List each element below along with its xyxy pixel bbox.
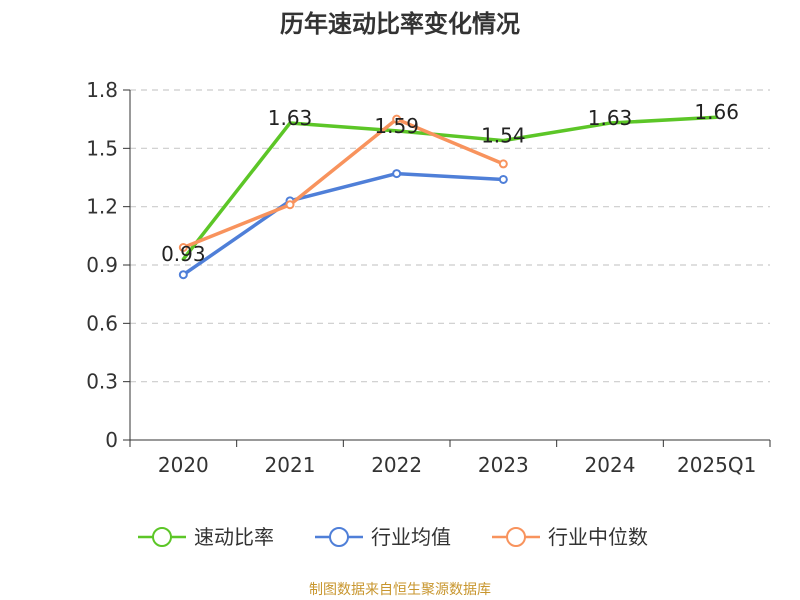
legend-label: 行业中位数 <box>548 525 648 549</box>
data-point <box>178 270 188 280</box>
legend-marker <box>506 527 526 547</box>
legend-label: 行业均值 <box>371 525 451 549</box>
data-label: 1.63 <box>588 106 633 130</box>
legend-label: 速动比率 <box>194 525 274 549</box>
grid <box>130 89 770 383</box>
axes: 0 0.3 0.6 0.9 1.2 1.5 1.8 2020 2021 2022 2023 2024 2… <box>86 78 771 477</box>
y-tick-label: 1.8 <box>86 78 118 102</box>
legend-item: 行业均值 <box>315 525 451 549</box>
y-tick-label: 1.5 <box>86 136 118 160</box>
data-label: 1.54 <box>481 124 526 148</box>
legend-marker <box>329 527 349 547</box>
y-tick-label: 1.2 <box>86 195 118 219</box>
data-label: 1.59 <box>374 114 419 138</box>
data-label: 1.63 <box>268 106 313 130</box>
data-point <box>392 114 402 124</box>
source-note: 制图数据来自恒生聚源数据库 <box>309 582 491 598</box>
data-point <box>392 169 402 179</box>
x-tick-label: 2020 <box>158 453 209 477</box>
legend: 速动比率 行业均值 行业中位数 <box>138 525 648 549</box>
data-point <box>498 159 508 169</box>
x-tick-label: 2024 <box>585 453 636 477</box>
plot-area <box>178 114 719 280</box>
data-label: 1.66 <box>694 100 739 124</box>
data-point <box>178 243 188 252</box>
series-line <box>181 171 506 277</box>
y-tick-label: 0.6 <box>86 311 118 335</box>
data-point <box>285 200 295 210</box>
legend-marker <box>152 527 172 547</box>
series-2 <box>178 114 508 252</box>
series-line <box>181 117 506 250</box>
data-labels: 0.93 1.63 1.59 1.54 1.63 1.66 <box>161 100 739 266</box>
series-line <box>181 115 719 261</box>
chart-title: 历年速动比率变化情况 <box>280 10 520 38</box>
x-tick-label: 2023 <box>478 453 529 477</box>
series-1 <box>178 169 508 280</box>
data-point <box>498 174 508 184</box>
legend-item: 速动比率 <box>138 525 274 549</box>
data-label: 0.93 <box>161 242 206 266</box>
legend-item: 行业中位数 <box>492 525 648 549</box>
y-tick-label: 0 <box>105 428 118 452</box>
x-tick-label: 2022 <box>371 453 422 477</box>
y-tick-label: 0.9 <box>86 253 118 277</box>
series-0 <box>181 115 719 261</box>
x-tick-label: 2025Q1 <box>677 453 756 477</box>
y-tick-label: 0.3 <box>86 370 118 394</box>
x-tick-label: 2021 <box>265 453 316 477</box>
